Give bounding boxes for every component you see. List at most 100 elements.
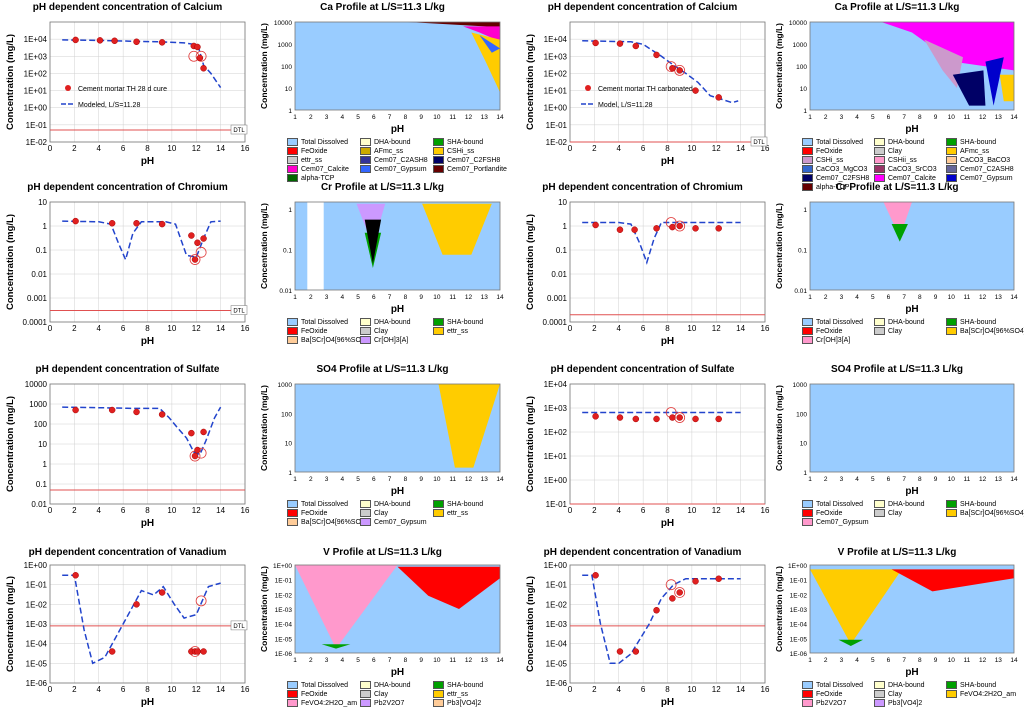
legend-item: Cem07_C2FSH8 [802,174,869,183]
x-tick-label: 2 [592,685,597,694]
legend-label: SHA-bound [447,500,484,508]
legend-label: AFmc_ss [374,147,404,155]
x-tick-label: 6 [887,657,891,664]
x-tick-label: 12 [712,685,721,694]
legend-swatch [433,327,444,335]
plot-frame [569,564,766,684]
x-tick-label: 14 [496,657,504,664]
x-tick-label: 8 [145,685,150,694]
profile-areas [295,22,500,110]
area-calcite [463,26,500,42]
legend-swatch [874,509,885,517]
chart-plot: 1 2 3 4 5 6 7 8 9 10 11 12 13 141101001000pHConcentra… [259,382,504,497]
x-tick-label: 4 [97,685,102,694]
plot-frame [809,21,1015,111]
x-tick-label: 7 [388,294,392,301]
x-tick-label: 0 [48,324,53,333]
legend-swatch [802,174,813,182]
y-tick-label: 10000 [789,20,807,27]
x-axis-label: pH [905,667,918,678]
area-c2fsh8 [952,70,986,106]
legend-swatch [287,518,298,526]
y-tick-label: 0.01 [31,270,47,279]
plot-frame [294,201,501,291]
x-tick-label: 13 [481,294,489,301]
x-tick-label: 10 [167,144,176,153]
data-point [669,65,676,72]
x-tick-label: 12 [979,476,987,483]
ca-line-a-panel: pH dependent concentration of Calcium 0 2 4… [0,0,255,175]
legend-item: CaCO3_BaCO3 [946,156,1010,165]
y-axis-label: Concentration (mg/L) [774,385,784,471]
legend-swatch [946,509,957,517]
data-point [72,36,79,44]
legend-swatch [360,318,371,326]
data-point [111,37,118,45]
x-tick-label: 2 [72,144,77,153]
legend-swatch [287,327,298,335]
y-tick-label: 1E-01 [546,121,568,130]
data-point [715,94,722,101]
y-tick-label: 1E+03 [544,404,568,413]
v-line-b-panel: pH dependent concentration of Vanadium 0 2… [515,545,770,725]
legend-item: alpha-TCP [287,174,334,183]
data-point [592,413,599,420]
y-axis-label: Concentration (mg/L) [774,203,784,289]
legend-item: Cr[OH]3[A] [802,336,850,345]
y-tick-label: 0.01 [551,270,567,279]
y-tick-label: 0.01 [279,288,292,295]
y-tick-label: 1E-02 [26,600,48,609]
plot-frame [809,564,1015,654]
legend-item: Total Dissolved [802,681,863,690]
model-line [62,574,221,665]
chart-plot: 0 2 4 6 8 10 12 14 16 0.01 0.1 1 10 100 1000 10000 pH Con… [5,380,250,529]
v-line-a-panel: pH dependent concentration of Vanadium 0 2… [0,545,255,725]
legend-label: Total Dissolved [816,500,864,508]
y-tick-label: 1E-01 [26,581,48,590]
x-tick-label: 8 [665,685,670,694]
y-axis-label: Concentration (mg/L) [5,34,16,130]
legend-item: Clay [874,690,902,699]
legend-swatch [360,690,371,698]
legend-item: FeOxide [802,690,842,699]
y-tick-label: 1E-03 [26,620,48,629]
chart-plot: 0 2 4 6 8 10 12 14 16 0.0001 0.001 0.01 0.1 1 10 pH Conc… [525,198,770,347]
x-tick-label: 8 [404,657,408,664]
y-tick-label: 1 [563,222,568,231]
legend-swatch [946,147,957,155]
y-tick-label: 1E-04 [26,640,48,649]
y-axis-label: Concentration (mg/L) [525,34,536,130]
legend-item: Ba[SCr]O4[96%SO4] [946,509,1024,518]
y-tick-label: 1 [43,222,48,231]
legend-swatch [802,681,813,689]
legend-label: Total Dissolved [301,681,349,689]
legend-item: Pb2V2O7 [802,699,846,708]
legend-item: Cem07_Gypsum [802,518,869,527]
legend-swatch [360,699,371,707]
data-point [692,577,699,585]
x-tick-label: 13 [481,114,489,121]
legend-item: FeVO4:2H2O_am [287,699,357,708]
x-tick-label: 1 [293,114,297,121]
x-tick-label: 14 [1010,114,1018,121]
x-tick-label: 14 [496,114,504,121]
data-point [188,429,195,437]
y-tick-label: 1E-01 [26,121,48,130]
data-point [194,446,201,454]
x-tick-label: 7 [902,657,906,664]
legend-item: FeOxide [287,147,327,156]
data-point [592,39,599,47]
legend-swatch [802,509,813,517]
legend-item: Cem07_Portlandite [433,165,507,174]
x-tick-label: 10 [433,476,441,483]
x-tick-label: 12 [712,144,721,153]
x-tick-label: 12 [465,294,473,301]
y-tick-label: 1 [288,207,292,214]
x-tick-label: 10 [948,476,956,483]
legend-label: FeOxide [301,509,328,517]
chart-title: pH dependent concentration of Vanadium [543,547,742,558]
x-tick-label: 16 [241,685,250,694]
open-data-point [665,579,677,591]
chart-title: pH dependent concentration of Chromium [27,182,228,193]
legend-swatch [874,327,885,335]
